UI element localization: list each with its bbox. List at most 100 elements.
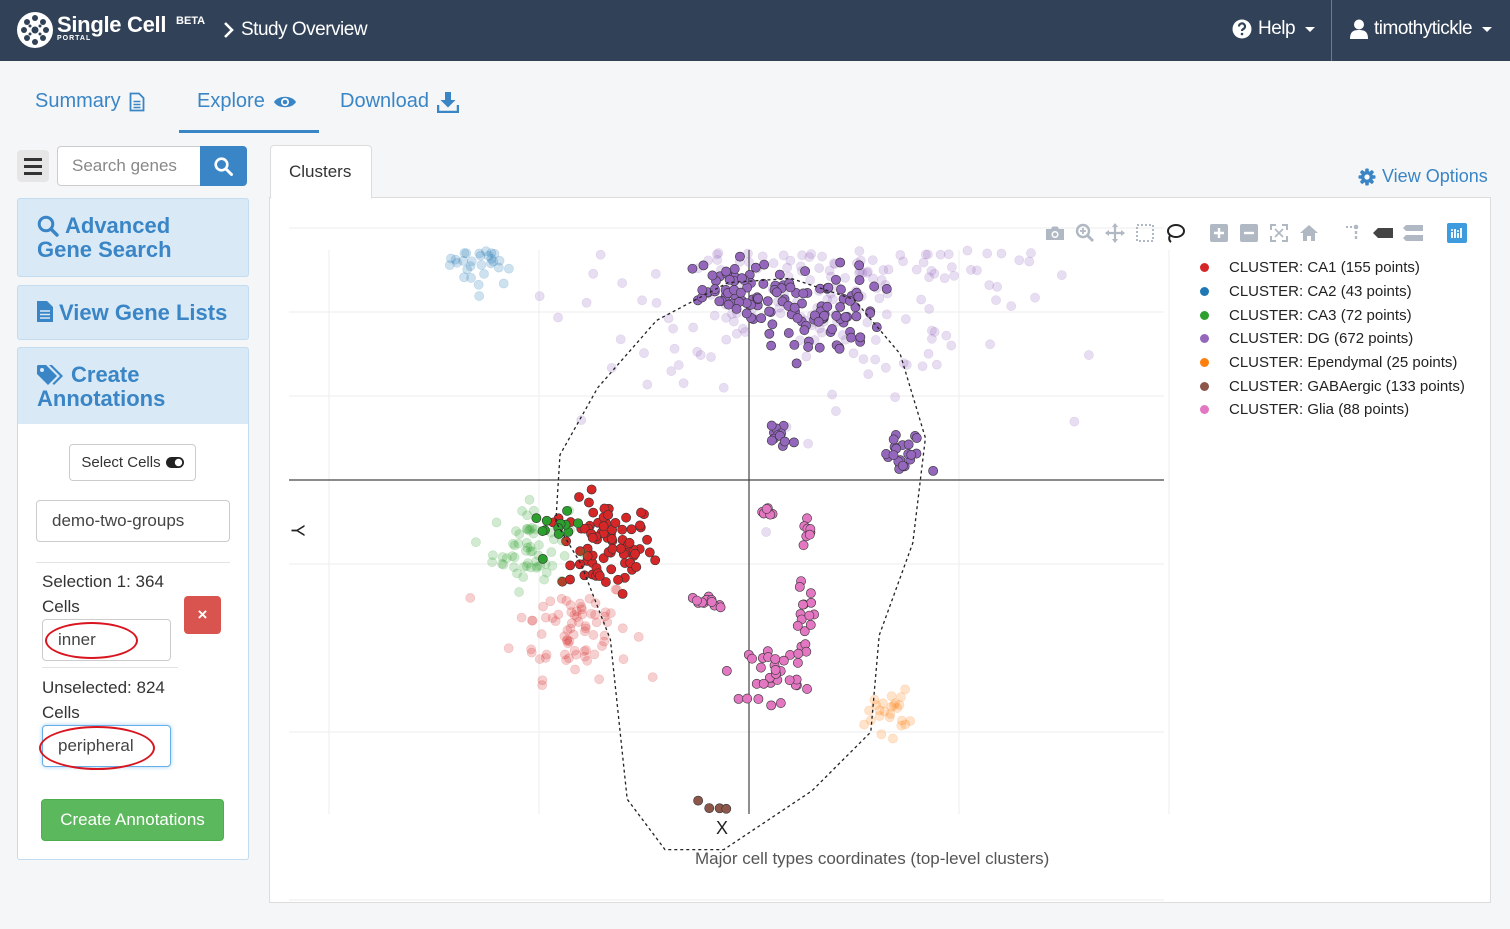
- tab-download-label: Download: [340, 90, 429, 112]
- select-cells-toggle[interactable]: Select Cells: [69, 444, 196, 481]
- tab-summary[interactable]: Summary: [35, 90, 145, 113]
- data-point: [610, 517, 621, 528]
- legend-item[interactable]: CLUSTER: CA2 (43 points): [1200, 280, 1465, 304]
- data-point: [607, 543, 618, 554]
- unselected-label: Unselected: 824 Cells: [42, 675, 192, 725]
- unselected-name-input[interactable]: [42, 725, 171, 767]
- data-point: [924, 272, 934, 283]
- data-point: [920, 249, 931, 260]
- legend-item[interactable]: CLUSTER: GABAergic (133 points): [1200, 374, 1465, 398]
- plotly-logo-icon[interactable]: [1442, 221, 1472, 245]
- user-menu[interactable]: timothytickle: [1350, 18, 1493, 40]
- data-point: [565, 600, 576, 611]
- data-point: [888, 450, 899, 460]
- data-point: [534, 654, 545, 664]
- data-point: [577, 604, 587, 615]
- hover-closest-icon[interactable]: [1368, 221, 1398, 245]
- toolbar-spacer: [1428, 221, 1442, 245]
- view-options-link[interactable]: View Options: [1358, 166, 1488, 187]
- data-point: [688, 322, 699, 333]
- data-point: [697, 285, 708, 295]
- data-point: [591, 617, 602, 628]
- data-point: [553, 312, 563, 323]
- data-point: [929, 327, 940, 337]
- data-point: [890, 698, 901, 709]
- data-point: [896, 692, 906, 702]
- selection-1-name-input[interactable]: [42, 619, 171, 661]
- data-point: [651, 297, 662, 308]
- help-menu[interactable]: Help: [1232, 18, 1316, 40]
- zoom-out-icon[interactable]: [1234, 221, 1264, 245]
- legend-item[interactable]: CLUSTER: Ependymal (25 points): [1200, 351, 1465, 375]
- data-point: [883, 264, 894, 275]
- data-point: [814, 263, 825, 273]
- data-point: [797, 250, 808, 261]
- breadcrumb[interactable]: Study Overview: [223, 19, 368, 41]
- data-point: [881, 309, 892, 320]
- data-point: [898, 256, 908, 267]
- data-point: [889, 700, 899, 711]
- data-point: [870, 354, 881, 365]
- data-point: [876, 275, 887, 285]
- lasso-select-icon[interactable]: [1160, 221, 1190, 245]
- legend-label: CLUSTER: Ependymal (25 points): [1229, 354, 1458, 372]
- data-point: [562, 634, 573, 645]
- zoom-icon[interactable]: [1070, 221, 1100, 245]
- data-point: [617, 623, 628, 634]
- data-point: [563, 638, 573, 649]
- camera-icon[interactable]: [1040, 221, 1070, 245]
- data-point: [756, 313, 767, 324]
- autoscale-icon[interactable]: [1264, 221, 1294, 245]
- data-point: [855, 332, 866, 343]
- search-button[interactable]: [200, 146, 247, 186]
- data-point: [564, 636, 575, 647]
- data-point: [559, 550, 570, 561]
- hamburger-icon: [24, 165, 42, 168]
- legend-item[interactable]: CLUSTER: CA1 (155 points): [1200, 256, 1465, 280]
- tab-clusters[interactable]: Clusters: [270, 145, 372, 199]
- data-point: [580, 621, 591, 631]
- brand-name[interactable]: Single Cell: [57, 12, 167, 37]
- data-point: [550, 616, 561, 627]
- view-gene-lists-panel[interactable]: View Gene Lists: [17, 285, 249, 340]
- data-point: [479, 269, 489, 279]
- delete-selection-button[interactable]: ×: [184, 596, 221, 634]
- data-point: [966, 264, 976, 275]
- advanced-gene-search-panel[interactable]: Advanced Gene Search: [17, 198, 249, 277]
- portal-logo-icon[interactable]: [16, 11, 54, 49]
- data-point: [586, 608, 597, 619]
- create-annotations-button[interactable]: Create Annotations: [41, 799, 224, 841]
- data-point: [802, 684, 812, 694]
- legend-item[interactable]: CLUSTER: CA3 (72 points): [1200, 303, 1465, 327]
- pan-icon[interactable]: [1100, 221, 1130, 245]
- legend-item[interactable]: CLUSTER: Glia (88 points): [1200, 398, 1465, 422]
- data-point: [521, 537, 532, 548]
- data-point: [581, 297, 592, 308]
- spike-lines-icon[interactable]: [1338, 221, 1368, 245]
- zoom-in-icon[interactable]: [1204, 221, 1234, 245]
- data-point: [571, 606, 582, 617]
- box-select-icon[interactable]: [1130, 221, 1160, 245]
- data-point: [563, 653, 574, 664]
- legend-item[interactable]: CLUSTER: DG (672 points): [1200, 327, 1465, 351]
- data-point: [911, 264, 922, 275]
- data-point: [458, 255, 469, 266]
- data-point: [527, 615, 537, 626]
- data-point: [538, 601, 549, 612]
- annotation-name-input[interactable]: [36, 500, 230, 542]
- data-point: [785, 255, 796, 266]
- tab-download[interactable]: Download: [340, 90, 459, 113]
- data-point: [706, 352, 716, 362]
- data-point: [926, 325, 937, 336]
- data-point: [924, 304, 935, 314]
- data-point: [801, 646, 812, 657]
- data-point: [509, 562, 519, 572]
- data-point: [692, 346, 703, 357]
- tab-explore[interactable]: Explore: [197, 90, 297, 113]
- home-icon[interactable]: [1294, 221, 1324, 245]
- hover-compare-icon[interactable]: [1398, 221, 1428, 245]
- sidebar-toggle-button[interactable]: [17, 150, 49, 182]
- create-annotations-panel[interactable]: Create Annotations: [17, 347, 249, 425]
- search-genes-input[interactable]: [57, 146, 200, 186]
